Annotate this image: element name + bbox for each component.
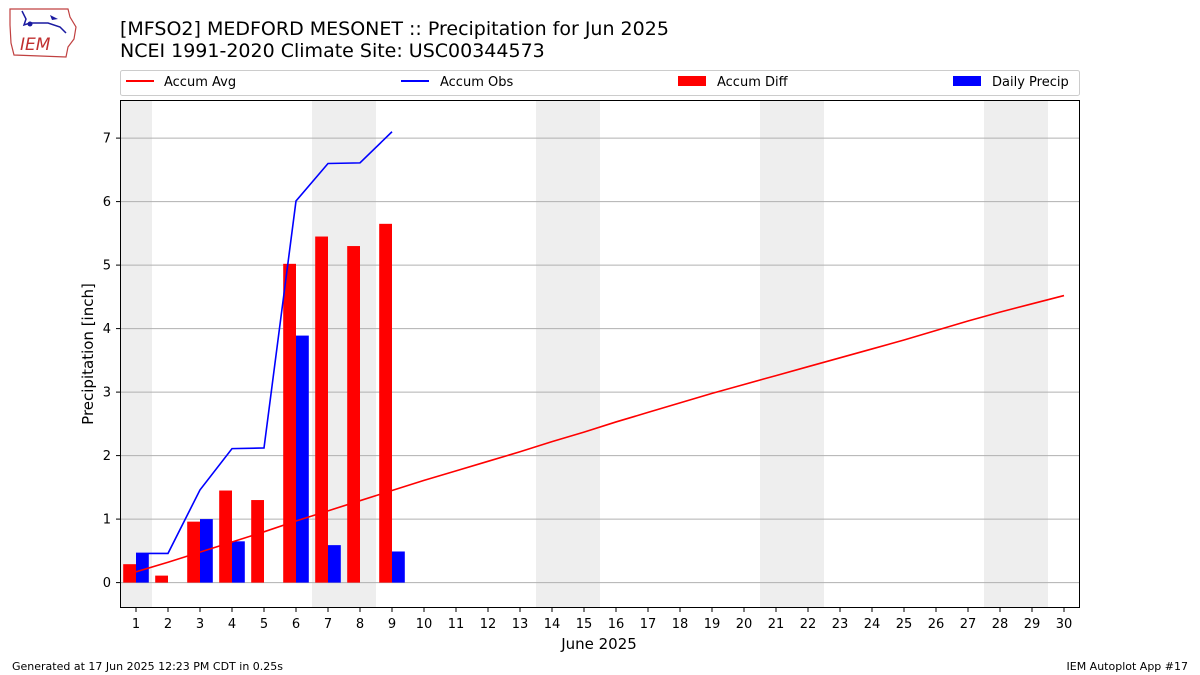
accum-diff-bar-day-5: [251, 500, 264, 583]
x-tick-label: 2: [164, 617, 172, 632]
plot-frame: [120, 100, 1080, 608]
y-gridlines: [120, 137, 1080, 584]
x-tick-label: 4: [228, 617, 236, 632]
accum-diff-bar-day-8: [347, 246, 360, 583]
x-tick-label: 12: [480, 617, 497, 632]
legend-label-accum-diff: Accum Diff: [717, 75, 789, 90]
daily-precip-bar-day-1: [136, 553, 149, 583]
legend-box: [120, 70, 1080, 96]
daily-precip-bar-day-7: [328, 545, 341, 583]
logo-station-dot: [27, 21, 33, 27]
x-tick-label: 6: [292, 617, 300, 632]
y-tick-label: 5: [103, 259, 111, 274]
accum-diff-bar-day-6: [283, 263, 296, 583]
x-tick-label: 1: [132, 617, 140, 632]
line-series: [135, 131, 1065, 573]
y-axis-ticks: 0 1 2 3 4 5 6 7: [103, 132, 120, 591]
accum-diff-bar-day-2: [155, 575, 168, 583]
y-tick-label: 1: [103, 513, 111, 528]
x-tick-label: 3: [196, 617, 204, 632]
weekend-shade-2: [536, 100, 600, 608]
y-tick-label: 4: [103, 322, 111, 337]
x-tick-label: 11: [448, 617, 465, 632]
x-tick-label: 13: [512, 617, 529, 632]
accum-diff-bar-day-7: [315, 236, 328, 583]
daily-precip-bar-day-4: [232, 541, 245, 583]
weekend-shade-0: [120, 100, 152, 608]
legend-swatch-daily-precip: [953, 76, 981, 86]
accum-avg-line: [135, 294, 1065, 573]
y-tick-label: 0: [103, 576, 111, 591]
x-tick-label: 14: [544, 617, 561, 632]
x-tick-label: 5: [260, 617, 268, 632]
legend-label-daily-precip: Daily Precip: [992, 75, 1069, 90]
footer-generated-text: Generated at 17 Jun 2025 12:23 PM CDT in…: [12, 660, 284, 673]
x-tick-label: 24: [864, 617, 881, 632]
weekend-shading: [120, 100, 1048, 608]
daily-precip-bar-day-6: [296, 335, 309, 583]
daily-precip-bar-day-9: [392, 551, 405, 583]
iowa-outline: [9, 8, 77, 58]
x-tick-label: 9: [388, 617, 396, 632]
footer-app-label: IEM Autoplot App #17: [1066, 660, 1189, 673]
x-tick-label: 19: [704, 617, 721, 632]
x-axis-label: June 2025: [560, 635, 637, 653]
x-tick-label: 20: [736, 617, 753, 632]
legend: Accum Avg Accum Obs Accum Diff Daily Pre…: [120, 70, 1080, 96]
accum-diff-bar-day-1: [123, 564, 136, 583]
accum-obs-line: [136, 131, 393, 555]
x-axis-ticks: 1 2 3 4 5 6 7 8 9 10 11 12 13 14 15 16 17 18 19 20 21 22 23 24 2…: [132, 608, 1072, 632]
logo-text: IEM: [20, 35, 51, 55]
y-tick-label: 6: [103, 195, 111, 210]
x-tick-label: 10: [416, 617, 433, 632]
x-tick-label: 7: [324, 617, 332, 632]
bar-series: [123, 223, 405, 583]
x-tick-label: 22: [800, 617, 817, 632]
x-tick-label: 8: [356, 617, 364, 632]
x-tick-label: 26: [928, 617, 945, 632]
x-tick-label: 17: [640, 617, 657, 632]
accum-diff-bar-day-3: [187, 521, 200, 583]
chart-subtitle: NCEI 1991-2020 Climate Site: USC00344573: [120, 40, 545, 62]
x-tick-label: 25: [896, 617, 913, 632]
legend-label-accum-obs: Accum Obs: [440, 75, 513, 90]
x-tick-label: 16: [608, 617, 625, 632]
y-tick-label: 7: [103, 132, 111, 147]
x-tick-label: 30: [1056, 617, 1073, 632]
x-tick-label: 29: [1024, 617, 1041, 632]
legend-swatch-accum-diff: [678, 76, 706, 86]
x-tick-label: 23: [832, 617, 849, 632]
weekend-shade-3: [760, 100, 824, 608]
x-tick-label: 28: [992, 617, 1009, 632]
x-tick-label: 18: [672, 617, 689, 632]
x-tick-label: 27: [960, 617, 977, 632]
accum-diff-bar-day-4: [219, 490, 232, 583]
iem-logo: IEM: [9, 8, 77, 58]
y-tick-label: 2: [103, 449, 111, 464]
y-tick-label: 3: [103, 386, 111, 401]
logo-bird-shape: [50, 15, 58, 20]
y-axis-label: Precipitation [inch]: [79, 283, 97, 425]
chart-title: [MFSO2] MEDFORD MESONET :: Precipitation…: [120, 18, 669, 40]
legend-label-accum-avg: Accum Avg: [164, 75, 236, 90]
x-tick-label: 15: [576, 617, 593, 632]
x-tick-label: 21: [768, 617, 785, 632]
accum-diff-bar-day-9: [379, 223, 392, 583]
weekend-shade-4: [984, 100, 1048, 608]
